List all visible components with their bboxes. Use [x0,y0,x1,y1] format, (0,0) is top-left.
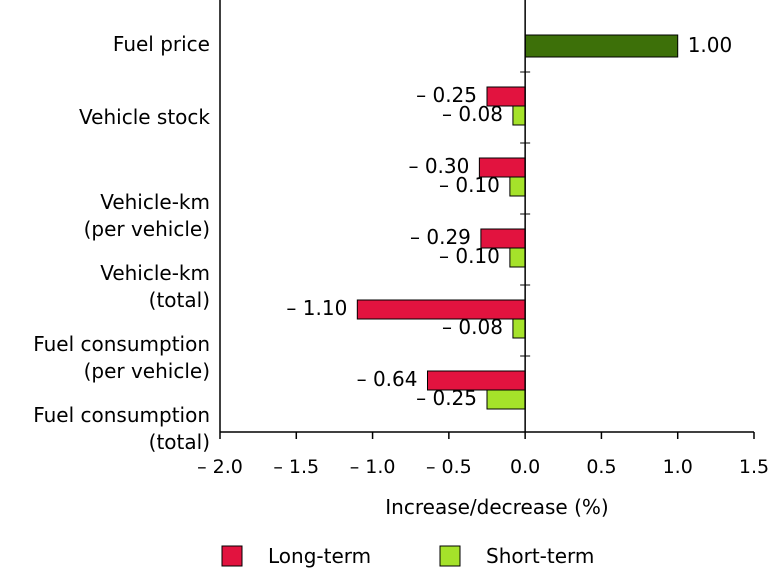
data-label: – 0.25 [416,83,477,107]
x-axis: – 2.0 – 1.5 – 1.0 – 0.5 0.0 0.5 1.0 1.5 Increase… [197,0,768,519]
category-label: Vehicle-km [100,190,210,214]
data-label: – 0.08 [442,315,503,339]
category-label: (per vehicle) [84,359,210,383]
bar-short-term [509,176,526,197]
plot-area: Fuel price Vehicle stock Vehicle-km (per ve… [33,32,732,454]
category-label: Vehicle stock [79,105,210,129]
x-tick-label: 0.5 [586,456,616,478]
bar-short-term [512,318,526,339]
x-tick-label: 0.0 [510,456,540,478]
x-tick-label: – 0.5 [426,456,472,478]
x-tick-label: – 1.5 [273,456,319,478]
data-label: – 0.10 [439,244,500,268]
bar-short-term [512,105,526,126]
x-axis-title: Increase/decrease (%) [385,495,608,519]
data-label: – 0.30 [408,154,469,178]
x-tick-label: – 1.0 [350,456,396,478]
x-tick-label: 1.0 [663,456,693,478]
x-tick-label: 1.5 [739,456,768,478]
bar-short-term [486,389,526,410]
category-label: (total) [149,430,210,454]
data-label: – 0.10 [439,173,500,197]
legend-swatch [439,545,461,567]
legend-label: Short-term [486,544,594,568]
category-label: Fuel consumption [33,332,210,356]
legend-label: Long-term [268,544,371,568]
category-label: Vehicle-km [100,261,210,285]
bar-short-term [509,247,526,268]
data-label: – 0.25 [416,386,477,410]
category-label: (total) [149,288,210,312]
data-label: – 1.10 [286,296,347,320]
data-label: 1.00 [688,33,733,57]
legend: Long-term Short-term [221,544,594,568]
category-label: Fuel consumption [33,403,210,427]
x-tick-label: – 2.0 [197,456,243,478]
bar-fuel-price [524,34,679,58]
category-label: Fuel price [113,32,210,56]
category-label: (per vehicle) [84,217,210,241]
data-label: – 0.29 [410,225,471,249]
data-label: – 0.64 [357,367,418,391]
legend-swatch [221,545,243,567]
data-label: – 0.08 [442,102,503,126]
